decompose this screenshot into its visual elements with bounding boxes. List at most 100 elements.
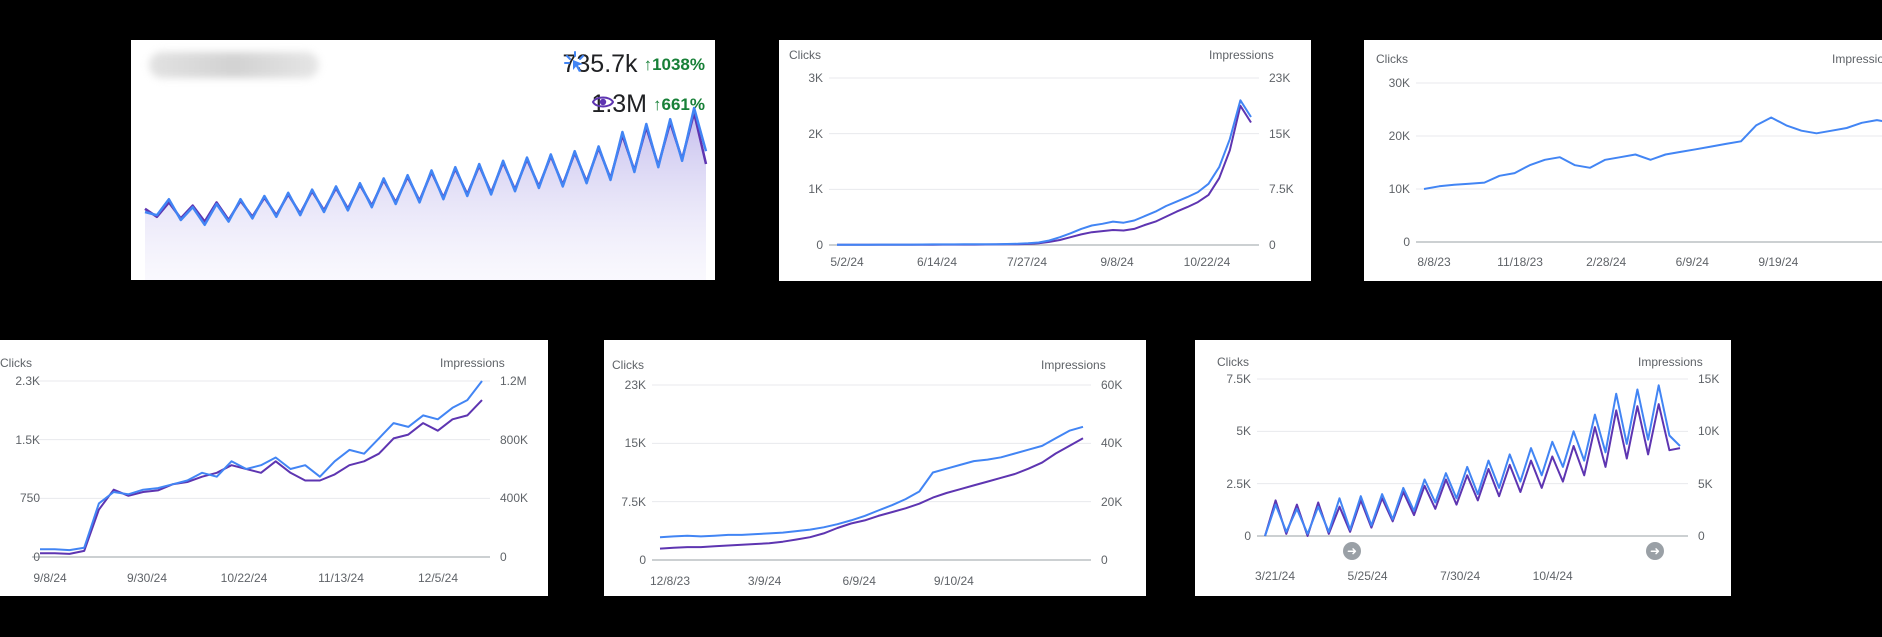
left-axis-title: Clicks (612, 358, 644, 372)
x-tick-label: 10/4/24 (1532, 569, 1573, 583)
x-tick-label: 9/8/24 (33, 571, 67, 585)
chart-panel-2[interactable]: Clicks Impressions 30K 20K 10K 0 8/8/23 11/18/2… (1364, 40, 1882, 281)
x-tick-label: 6/9/24 (842, 574, 876, 588)
cursor-click-icon (563, 51, 584, 72)
x-tick-label: 6/14/24 (916, 255, 958, 269)
left-y-tick-label: 30K (1388, 76, 1410, 90)
chart-panel-4[interactable]: Clicks Impressions 23K 15K 7.5K 0 60K 40K 20K 0 12… (604, 340, 1146, 596)
chart-panel-3[interactable]: Clicks Impressions 2.3K 1.5K 750 0 1.2M 800K 400… (0, 340, 548, 596)
right-y-tick-label: 7.5K (1269, 182, 1294, 197)
left-y-tick-label: 5K (1236, 424, 1251, 439)
left-y-tick-label: 15K (624, 436, 646, 451)
right-y-tick-label: 1.2M (500, 374, 527, 388)
left-axis-title: Clicks (0, 356, 32, 370)
clicks-impressions-chart-1 (829, 77, 1259, 246)
clicks-impressions-chart-2 (1416, 82, 1882, 243)
left-y-tick-label: 7.5K (621, 494, 646, 509)
summary-sparkline-chart (144, 106, 708, 280)
x-tick-label: 10/22/24 (1183, 255, 1231, 269)
chart-panel-1[interactable]: Clicks Impressions 3K 2K 1K 0 23K 15K 7.5K 0 5/2/2… (779, 40, 1311, 281)
x-tick-label: 5/2/24 (830, 255, 864, 269)
right-axis-title: Impressions (1832, 52, 1882, 66)
summary-card[interactable]: 735.7k ↑1038% 1.3M ↑661% (131, 40, 715, 280)
left-y-tick-label: 1.5K (15, 432, 40, 447)
right-y-tick-label: 0 (1269, 238, 1276, 252)
x-tick-label: 9/10/24 (933, 574, 974, 588)
right-y-tick-label: 15K (1269, 126, 1291, 141)
series-line-impressions (659, 437, 1084, 550)
series-line-clicks (40, 380, 483, 552)
right-axis-title: Impressions (1041, 358, 1106, 372)
right-y-tick-label: 10K (1698, 424, 1720, 439)
clicks-change: ↑1038% (643, 54, 705, 74)
left-axis-title: Clicks (1376, 52, 1408, 66)
right-y-tick-label: 15K (1698, 372, 1720, 386)
left-y-tick-label: 2.5K (1226, 476, 1251, 491)
clicks-metric: 735.7k ↑1038% (563, 50, 706, 79)
x-tick-label: 6/9/24 (1675, 255, 1709, 269)
left-y-tick-label: 2K (808, 126, 823, 141)
right-y-tick-label: 400K (500, 491, 529, 506)
left-y-tick-label: 0 (1403, 235, 1410, 249)
x-tick-label: 7/30/24 (1440, 569, 1481, 583)
right-axis-title: Impressions (1638, 355, 1703, 369)
left-y-tick-label: 7.5K (1226, 372, 1251, 386)
x-tick-label: 5/25/24 (1347, 569, 1388, 583)
right-y-tick-label: 5K (1698, 476, 1713, 491)
right-y-tick-label: 0 (1101, 553, 1108, 567)
left-y-tick-label: 1K (808, 182, 823, 197)
clicks-impressions-chart-4 (652, 384, 1091, 561)
site-name-blurred (149, 52, 319, 78)
right-y-tick-label: 40K (1101, 436, 1123, 451)
impressions-change: ↑661% (653, 94, 705, 114)
chart-panel-5[interactable]: ➜ ➜ Clicks Impressions 7.5K 5K 2.5K 0 15K 10K 5K… (1195, 340, 1731, 596)
left-axis-title: Clicks (1217, 355, 1249, 369)
left-axis-title: Clicks (789, 48, 821, 62)
series-line-clicks (837, 99, 1252, 246)
series-line-clicks (1423, 116, 1882, 190)
series-line-impressions (1264, 403, 1681, 537)
x-tick-label: 3/21/24 (1254, 569, 1296, 583)
right-y-tick-label: 0 (1698, 529, 1705, 543)
x-tick-label: 2/28/24 (1586, 255, 1627, 269)
x-tick-label: 10/22/24 (220, 571, 268, 585)
right-y-tick-label: 20K (1101, 494, 1123, 509)
right-y-tick-label: 0 (500, 550, 507, 564)
left-y-tick-label: 0 (1244, 529, 1251, 543)
x-tick-label: 9/30/24 (126, 571, 168, 585)
left-y-tick-label: 0 (33, 550, 40, 564)
right-axis-title: Impressions (1209, 48, 1274, 62)
eye-icon (592, 96, 615, 108)
right-y-tick-label: 23K (1269, 71, 1291, 85)
right-axis-title: Impressions (440, 356, 505, 370)
left-y-tick-label: 0 (639, 553, 646, 567)
left-y-tick-label: 23K (624, 378, 646, 392)
x-tick-label: 11/13/24 (318, 571, 364, 585)
clicks-impressions-chart-3 (32, 380, 490, 558)
left-y-tick-label: 10K (1388, 182, 1410, 196)
impressions-value: 1.3M (591, 90, 648, 118)
right-y-tick-label: 800K (500, 432, 529, 447)
series-line-clicks (1264, 384, 1681, 537)
annotation-arrow-icon[interactable]: ➜ (1646, 542, 1664, 560)
series-line-impressions (40, 399, 483, 555)
left-y-tick-label: 2.3K (15, 374, 40, 388)
clicks-impressions-chart-5 (1257, 378, 1688, 537)
x-tick-label: 12/8/23 (649, 574, 691, 588)
x-tick-label: 12/5/24 (417, 571, 459, 585)
left-y-tick-label: 750 (19, 491, 40, 506)
left-y-tick-label: 0 (816, 238, 823, 252)
x-tick-label: 9/19/24 (1758, 255, 1799, 269)
impressions-metric: 1.3M ↑661% (591, 90, 705, 119)
impressions-area-fill (145, 112, 706, 280)
annotation-arrow-icon[interactable]: ➜ (1343, 542, 1361, 560)
x-tick-label: 7/27/24 (1006, 255, 1048, 269)
series-line-clicks (144, 106, 708, 227)
x-tick-label: 11/18/23 (1497, 255, 1543, 269)
x-tick-label: 9/8/24 (1100, 255, 1134, 269)
series-line-impressions (837, 104, 1252, 246)
series-line-clicks (659, 425, 1084, 539)
x-tick-label: 3/9/24 (747, 574, 782, 588)
left-y-tick-label: 3K (808, 71, 823, 85)
right-y-tick-label: 60K (1101, 378, 1123, 392)
